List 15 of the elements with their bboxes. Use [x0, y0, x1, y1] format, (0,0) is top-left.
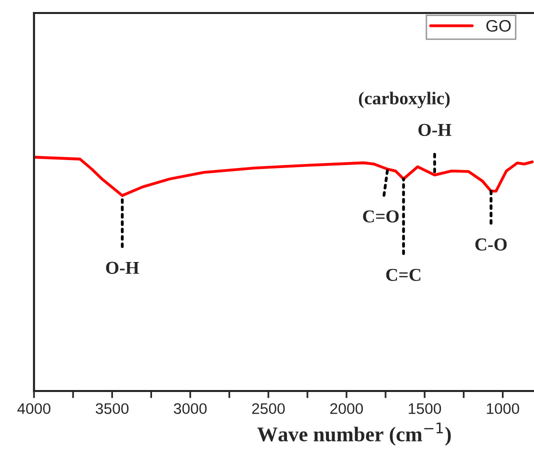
annotation: C-O	[475, 238, 507, 251]
annotation: O-H	[418, 124, 452, 136]
annotation: O-H	[106, 262, 140, 274]
x-tick-label: 3500	[96, 403, 129, 414]
x-tick-label: 1500	[408, 403, 442, 414]
x-tick-label: 4000	[17, 403, 50, 414]
x-axis-title: Wave number (cm$^{−1}$)	[257, 422, 451, 446]
x-tick-label: 3000	[174, 403, 207, 414]
x-tick-label: 2500	[252, 403, 285, 414]
annotation: C=C	[386, 268, 420, 281]
x-tick-label: 2000	[330, 403, 363, 414]
annotation: C=O	[363, 210, 399, 223]
text: (carboxylic)	[358, 92, 450, 108]
legend-label: GO	[486, 20, 511, 32]
x-tick-label: 1000	[486, 403, 520, 414]
